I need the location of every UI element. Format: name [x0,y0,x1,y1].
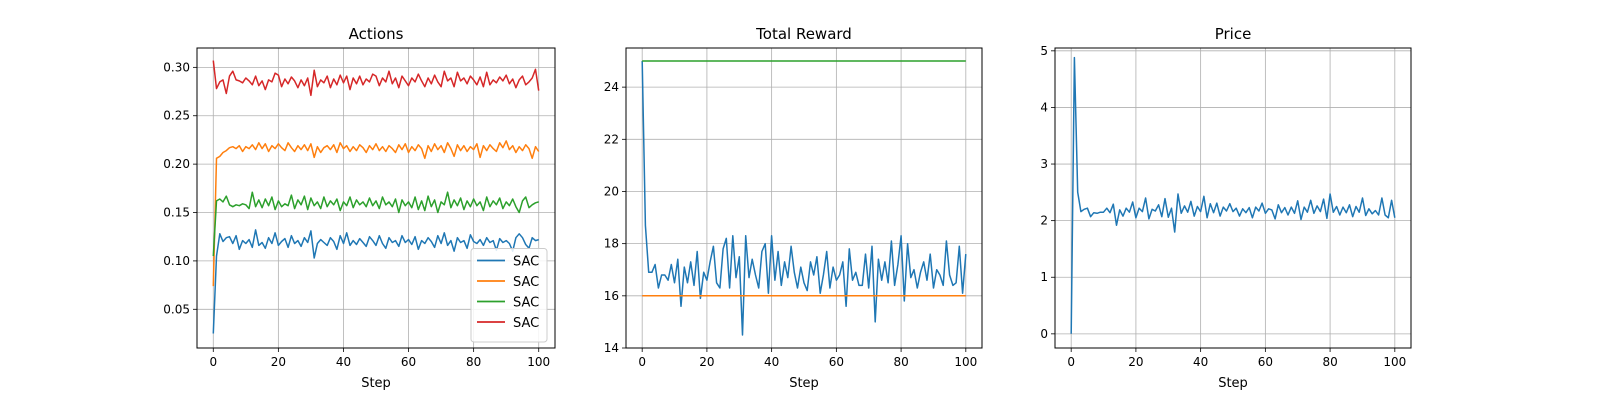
y-tick-label: 4 [1040,100,1048,114]
x-axis-label: Step [1218,376,1248,391]
x-tick-label: 40 [336,355,351,369]
y-tick-label: 0.20 [163,157,190,171]
y-tick-label: 0.30 [163,60,190,74]
y-tick-label: 0.25 [163,109,190,123]
x-axis-label: Step [361,376,391,391]
y-tick-label: 0.10 [163,254,190,268]
subplot-total-reward: 0 20 40 60 80 100 14 16 18 20 22 24 Total Reward St… [604,25,983,391]
series-line-1 [1070,56,1396,334]
legend-label: SAC [513,316,539,331]
series-line-4 [212,60,540,97]
x-tick-label: 0 [209,355,217,369]
subplot-actions: 0 20 40 60 80 100 0.05 0.10 0.15 0.20 0.25 0.30 Act… [163,25,556,391]
plot-frame [625,47,983,349]
series-line-1 [641,60,967,336]
x-tick-label: 40 [1193,355,1208,369]
y-tick-label: 16 [604,289,619,303]
x-tick-label: 100 [1383,355,1406,369]
series-line-1 [212,229,539,334]
x-tick-label: 60 [829,355,844,369]
x-tick-label: 0 [638,355,646,369]
series-line-3 [212,191,539,257]
y-tick-label: 24 [604,80,619,94]
x-tick-label: 80 [466,355,481,369]
x-tick-label: 100 [954,355,977,369]
plot-frame [1054,47,1412,349]
plot-frame [196,47,556,349]
y-tick-label: 0 [1040,327,1048,341]
x-axis-label: Step [789,376,819,391]
x-tick-label: 40 [764,355,779,369]
chart-title: Total Reward [755,25,852,43]
x-tick-label: 20 [1128,355,1143,369]
x-tick-label: 20 [271,355,286,369]
chart-title: Actions [349,25,404,43]
y-tick-label: 14 [604,341,619,355]
subplot-price: 0 20 40 60 80 100 0 1 2 3 4 5 Price Step [1040,25,1412,391]
y-tick-label: 3 [1040,157,1048,171]
legend-label: SAC [513,296,539,311]
y-tick-label: 2 [1040,214,1048,228]
x-tick-label: 100 [527,355,550,369]
x-tick-label: 0 [1067,355,1075,369]
x-tick-label: 80 [1322,355,1337,369]
x-tick-label: 60 [401,355,416,369]
legend-box [470,248,548,343]
y-tick-label: 0.05 [163,302,190,316]
x-tick-label: 60 [1258,355,1273,369]
y-tick-label: 0.15 [163,206,190,220]
chart-title: Price [1215,25,1252,43]
y-tick-label: 20 [604,184,619,198]
x-tick-label: 80 [893,355,908,369]
legend-label: SAC [513,275,539,290]
x-tick-label: 20 [699,355,714,369]
legend: SAC SAC SAC SAC [470,248,548,343]
y-tick-label: 1 [1040,270,1048,284]
y-tick-label: 18 [604,237,619,251]
y-tick-label: 22 [604,132,619,146]
legend-label: SAC [513,255,539,270]
y-tick-label: 5 [1040,44,1048,58]
series-line-2 [212,140,540,287]
